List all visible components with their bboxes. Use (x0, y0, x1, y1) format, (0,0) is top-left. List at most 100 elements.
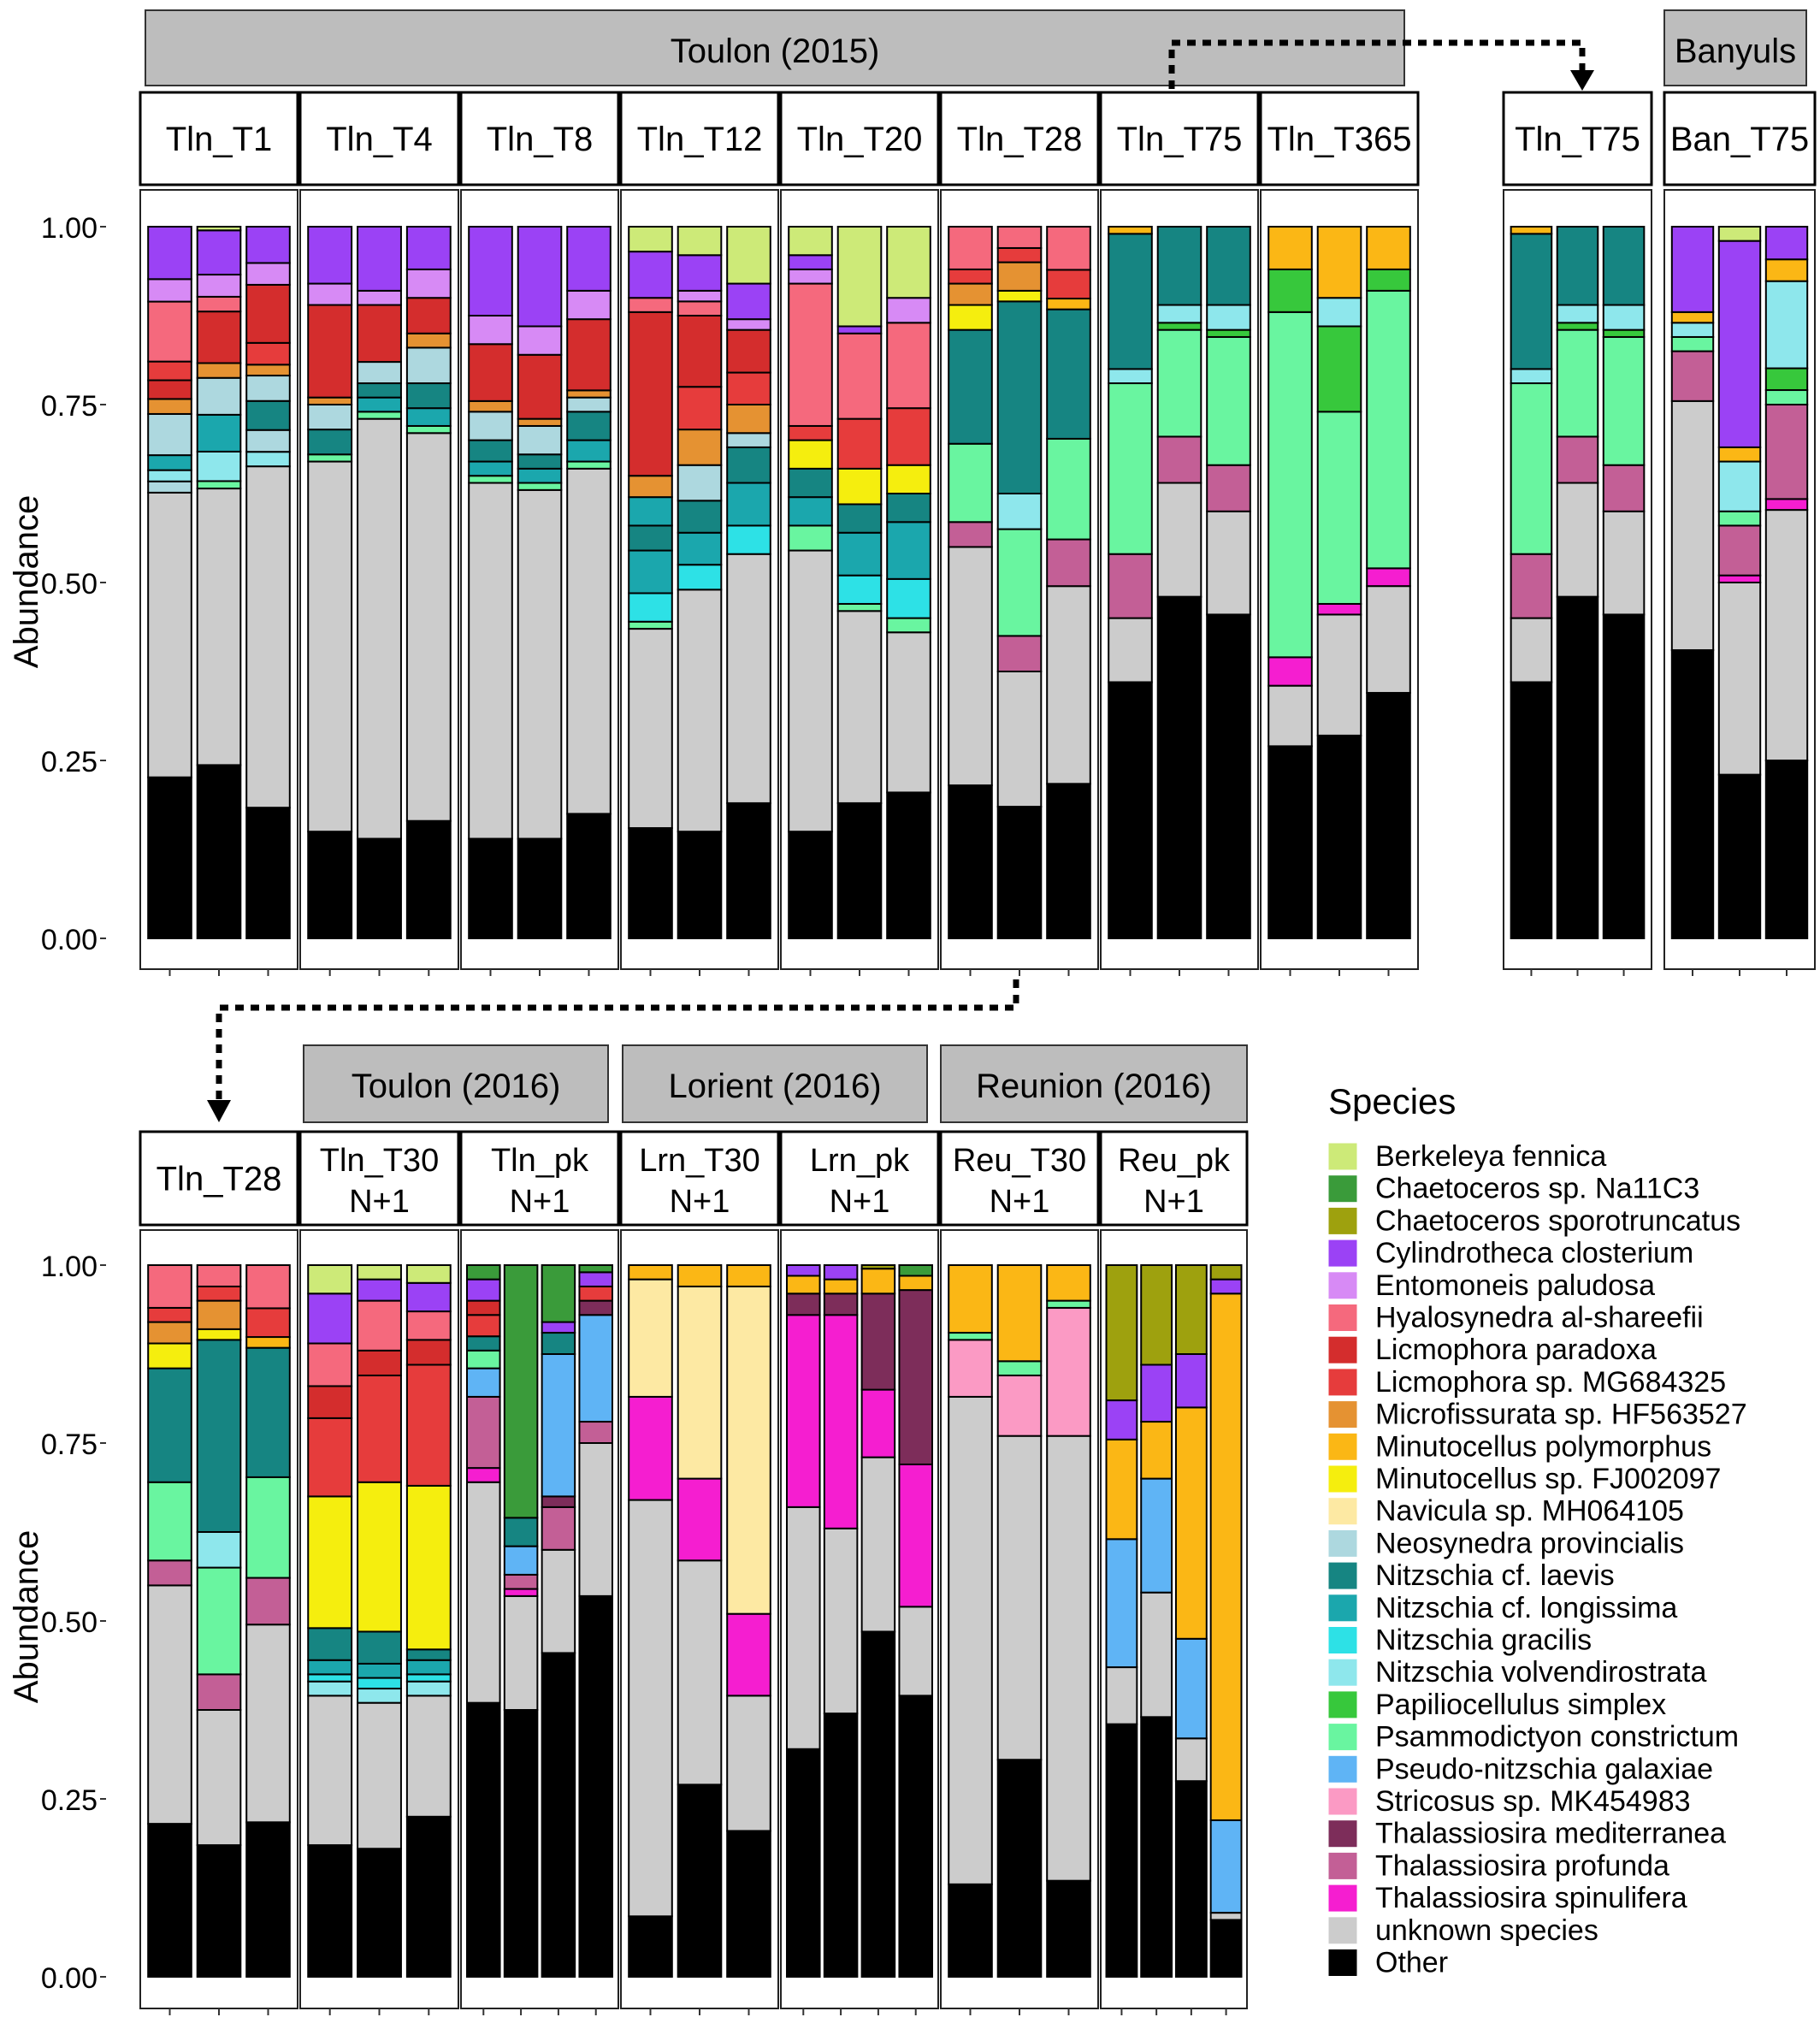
bar-segment-berkeleya-fennica (405, 1264, 452, 1284)
bar-segment-nitzschia-cf-longissima (628, 496, 673, 527)
bar-segment-nitzschia-cf-laevis (245, 1346, 291, 1478)
bar (405, 226, 452, 939)
panel-label: Tln_T75 (1515, 121, 1640, 158)
bar-segment-nitzschia-cf-laevis (147, 1367, 192, 1483)
bar-segment-licmophora-sp-mg684325 (836, 417, 883, 470)
bar-segment-cylindrotheca-closterium (517, 226, 563, 328)
panel-tln-t75: Tln_T75 (1099, 91, 1260, 976)
bar (466, 1264, 501, 1979)
bar-segment-pseudo-nitzschia-galaxiae (1140, 1477, 1173, 1594)
bar-segment-thalassiosira-spinulifera (823, 1314, 859, 1529)
bar-segment-nitzschia-cf-laevis (357, 382, 402, 399)
bar-segment-minutocellus-polymorphus (823, 1278, 859, 1295)
bar-segment-unknown-species (898, 1606, 933, 1697)
legend-label: Thalassiosira spinulifera (1375, 1882, 1687, 1914)
bar-segment-minutocellus-polymorphus (860, 1268, 896, 1295)
bar-segment-thalassiosira-profunda (1670, 350, 1715, 402)
bar (1717, 226, 1762, 940)
bar-segment-unknown-species (357, 417, 402, 840)
bar-segment-nitzschia-cf-laevis (836, 503, 883, 534)
legend-swatch (1327, 1206, 1358, 1235)
panel-strip (1259, 91, 1420, 186)
bar-segment-psammodictyon-constrictum (1670, 335, 1715, 352)
bar-segment-licmophora-sp-mg684325 (405, 1363, 452, 1487)
bar-segment-minutocellus-polymorphus (1108, 226, 1153, 235)
bar-segment-other (1105, 1723, 1138, 1978)
bar-segment-hyalosynedra-al-shareefii (948, 226, 993, 270)
bar-segment-licmophora-paradoxa (307, 1385, 353, 1419)
bar-segment-nitzschia-cf-longissima (147, 454, 192, 471)
panel-label-2: N+1 (510, 1184, 570, 1220)
bar-segment-neosynedra-provincialis (147, 480, 192, 494)
bar-segment-licmophora-paradoxa (405, 1339, 452, 1366)
bar-segment-unknown-species (1510, 617, 1553, 683)
bar-segment-psammodictyon-constrictum (307, 453, 353, 463)
bar-segment-other (726, 1830, 771, 1978)
bar-segment-thalassiosira-profunda (1717, 524, 1762, 577)
bar-segment-cylindrotheca-closterium (147, 226, 192, 281)
bar-segment-hyalosynedra-al-shareefii (147, 1264, 192, 1309)
bar-segment-thalassiosira-mediterranea (786, 1292, 821, 1316)
bar-segment-hyalosynedra-al-shareefii (405, 1310, 452, 1341)
bar-segment-chaetoceros-sp-na11c3 (466, 1264, 501, 1281)
legend-label: Pseudo-nitzschia galaxiae (1375, 1753, 1713, 1785)
bar (996, 1264, 1043, 1978)
legend-swatch (1327, 1754, 1358, 1783)
legend-label: Nitzschia volvendirostrata (1375, 1656, 1706, 1689)
bar (726, 226, 771, 939)
header-lorient-2016-label: Lorient (2016) (668, 1068, 881, 1105)
bar-segment-hyalosynedra-al-shareefii (677, 300, 723, 316)
y-axis-title-bottom: Abundance (8, 1530, 45, 1703)
bar-segment-unknown-species (1602, 510, 1646, 616)
bar-segment-unknown-species (1140, 1591, 1173, 1718)
bar-segment-thalassiosira-profunda (1156, 435, 1202, 484)
bar-segment-unknown-species (996, 671, 1043, 808)
bar-segment-other (948, 1883, 993, 1979)
bar-segment-thalassiosira-profunda (1510, 553, 1553, 619)
bar-segment-unknown-species (307, 1695, 353, 1847)
panel-strip (1502, 91, 1653, 186)
bar-segment-licmophora-paradoxa (517, 353, 563, 420)
bar-segment-chaetoceros-sporotruncatus (1209, 1264, 1243, 1281)
legend-item-hyalosynedra-al-shareefii: Hyalosynedra al-shareefii (1327, 1302, 1704, 1334)
bar-segment-licmophora-sp-mg684325 (357, 1374, 402, 1483)
bar-segment-licmophora-paradoxa (677, 315, 723, 388)
bar-segment-microfissurata-sp-hf563527 (628, 475, 673, 499)
bar-segment-unknown-species (677, 589, 723, 833)
bar-segment-neosynedra-provincialis (468, 411, 513, 441)
legend-label: Other (1375, 1947, 1448, 1979)
bar-segment-cylindrotheca-closterium (1174, 1353, 1208, 1409)
y-tick-label: 0.00 (41, 1962, 98, 1995)
bar (1209, 1264, 1243, 1978)
legend-item-neosynedra-provincialis: Neosynedra provincialis (1327, 1527, 1684, 1559)
panels: Tln_T1 Tln_T4 Tln_T8 Tln_T12 Tln_T20 Tln_T28 T… (139, 91, 1817, 2015)
bar-segment-licmophora-paradoxa (245, 283, 291, 344)
bar-segment-berkeleya-fennica (196, 226, 242, 232)
bar-segment-minutocellus-sp-fj002097 (405, 1484, 452, 1651)
bar (196, 226, 242, 940)
bar-segment-other (1206, 613, 1251, 939)
panel-strip (459, 91, 620, 186)
bar-segment-nitzschia-cf-laevis (886, 493, 931, 523)
bar-segment-microfissurata-sp-hf563527 (147, 1321, 192, 1345)
bar-segment-papiliocellulus-simplex (1602, 328, 1646, 338)
bar-segment-unknown-species (1206, 510, 1251, 616)
bar-segment-berkeleya-fennica (307, 1264, 353, 1295)
legend-swatch (1327, 1916, 1358, 1945)
bar-segment-licmophora-sp-mg684325 (677, 386, 723, 431)
panel-tln-t8: Tln_T8 (459, 91, 620, 976)
panel-label: Tln_T4 (326, 121, 433, 158)
legend-label: Microfissurata sp. HF563527 (1375, 1399, 1747, 1431)
bar-segment-psammodictyon-constrictum (1316, 411, 1362, 605)
bar-segment-nitzschia-gracilis (628, 592, 673, 623)
y-tick-label: 0.50 (41, 1606, 98, 1639)
panel-strip (139, 1130, 299, 1227)
y-tick-label: 0.75 (41, 390, 98, 423)
bar-segment-other (357, 1848, 402, 1978)
bar-segment-psammodictyon-constrictum (147, 1481, 192, 1562)
bar-segment-psammodictyon-constrictum (886, 617, 931, 634)
bar-segment-other (517, 837, 563, 940)
